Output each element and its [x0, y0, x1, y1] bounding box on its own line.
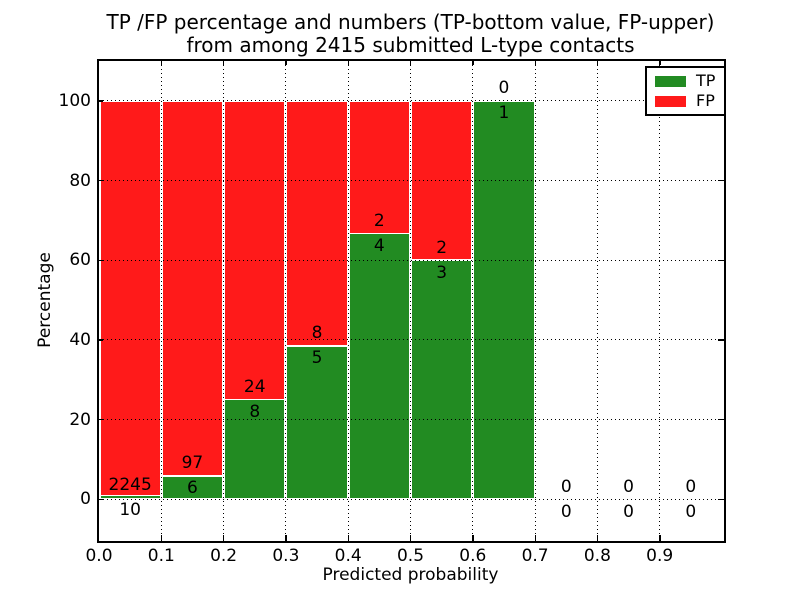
x-tickmark-bottom	[410, 535, 412, 541]
x-tickmark-top	[160, 59, 163, 65]
bar-segment-fp	[349, 101, 409, 233]
x-tickmark-bottom	[285, 535, 287, 541]
x-tick-label: 0.9	[646, 546, 674, 566]
x-tickmark-bottom	[347, 535, 350, 541]
y-tick-label: 80	[69, 170, 91, 191]
x-tickmark-top	[596, 59, 599, 65]
fp-count-label: 8	[311, 323, 323, 344]
x-tick-label: 0.0	[85, 546, 113, 566]
x-tick-label: 0.7	[521, 546, 549, 566]
fp-count-label: 2	[436, 237, 448, 258]
x-tickmark-top	[223, 59, 225, 65]
x-gridline	[596, 61, 598, 539]
legend-swatch-fp	[655, 95, 686, 107]
bar-segment-tp	[474, 101, 534, 499]
legend-row: TP	[655, 73, 715, 89]
x-tick-label: 0.5	[396, 546, 425, 566]
x-tickmark-top	[659, 59, 661, 65]
bar-segment-tp	[287, 346, 347, 499]
x-tick-label: 0.1	[147, 546, 175, 566]
x-tickmark-top	[534, 59, 536, 65]
x-gridline	[659, 61, 661, 539]
x-tickmark-bottom	[659, 535, 661, 541]
legend: TP FP	[645, 66, 727, 116]
y-tick-label: 60	[69, 250, 91, 271]
x-tick-label: 0.3	[272, 546, 300, 566]
x-tickmark-bottom	[160, 535, 163, 541]
fp-count-label: 97	[181, 453, 204, 474]
x-tick-label: 0.2	[210, 546, 238, 566]
tp-count-label: 0	[560, 501, 572, 522]
bar-segment-fp	[162, 101, 223, 475]
x-gridline	[285, 61, 287, 539]
legend-row: FP	[655, 93, 715, 109]
tp-count-label: 0	[685, 501, 697, 522]
x-tick-label: 0.8	[583, 546, 611, 566]
fp-count-label: 24	[243, 377, 266, 398]
y-tick-label: 20	[69, 409, 91, 430]
y-tickmark-right	[718, 419, 724, 421]
y-tickmark-right	[718, 339, 724, 341]
legend-label-tp: TP	[696, 71, 716, 90]
fp-count-label: 0	[560, 476, 572, 497]
fp-count-label: 0	[685, 476, 697, 497]
tp-count-label: 6	[187, 478, 198, 499]
plot-area: TP FP 2245 10 97 6 24 8 8 5 2 4 2 3 0 1 0 0 0 0 0 0	[97, 59, 727, 541]
tp-count-label: 4	[373, 236, 385, 257]
tp-count-label: 8	[249, 402, 261, 423]
bar-segment-tp	[100, 496, 160, 499]
bar-segment-fp	[287, 101, 347, 345]
x-tickmark-bottom	[223, 535, 225, 541]
y-tickmark-left	[97, 498, 103, 501]
fp-count-label: 2	[373, 211, 385, 232]
x-tickmark-top	[285, 59, 287, 65]
bar-segment-tp	[412, 260, 472, 499]
legend-swatch-tp	[655, 75, 686, 87]
tp-count-label: 1	[498, 103, 510, 124]
y-tick-label: 40	[69, 329, 91, 350]
chart-title-line1: TP /FP percentage and numbers (TP-bottom…	[106, 10, 715, 34]
bar-segment-fp	[100, 101, 160, 495]
y-tick-label: 100	[58, 90, 91, 111]
x-gridline	[160, 61, 162, 539]
tp-count-label: 10	[119, 499, 141, 520]
bar-segment-tp	[162, 476, 223, 499]
bar-segment-tp	[349, 234, 409, 499]
fp-count-label: 0	[498, 78, 510, 99]
y-tickmark-left	[97, 100, 103, 102]
y-tickmark-left	[97, 259, 103, 262]
x-tick-label: 0.6	[459, 546, 487, 566]
chart-title: TP /FP percentage and numbers (TP-bottom…	[99, 11, 722, 57]
x-gridline	[472, 61, 474, 539]
x-tickmark-top	[347, 59, 350, 65]
x-tickmark-top	[472, 59, 474, 65]
x-tick-label: 0.4	[334, 546, 362, 566]
tp-count-label: 0	[623, 501, 634, 522]
bar-segment-fp	[225, 101, 285, 399]
fp-count-label: 0	[623, 476, 634, 497]
tp-count-label: 3	[436, 262, 448, 283]
y-tickmark-left	[97, 339, 103, 341]
x-gridline	[347, 61, 349, 539]
x-gridline	[534, 61, 536, 539]
chart-title-line2: from among 2415 submitted L-type contact…	[186, 33, 635, 57]
y-tickmark-right	[718, 180, 724, 182]
tp-count-label: 5	[311, 348, 323, 369]
x-gridline	[410, 61, 411, 539]
x-gridline	[223, 61, 225, 539]
y-tickmark-right	[718, 259, 724, 262]
y-tick-label: 0	[80, 489, 91, 510]
fp-count-label: 2245	[108, 474, 152, 495]
x-tickmark-top	[410, 59, 412, 65]
x-tickmark-bottom	[472, 535, 474, 541]
y-tickmark-right	[718, 498, 724, 501]
x-tickmark-bottom	[534, 535, 536, 541]
y-tickmark-left	[97, 180, 103, 182]
x-tickmark-bottom	[596, 535, 599, 541]
x-axis-label: Predicted probability	[322, 565, 499, 585]
y-tickmark-left	[97, 419, 103, 421]
legend-label-fp: FP	[696, 91, 715, 110]
bar-segment-tp	[225, 400, 285, 499]
